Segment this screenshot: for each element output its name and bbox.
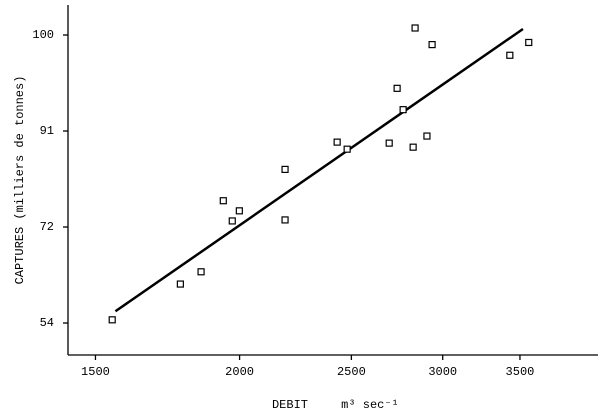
- y-tick-label: 54: [40, 316, 54, 330]
- y-tick-label: 91: [40, 124, 54, 138]
- point: [108, 316, 116, 324]
- x-tick-label: 2500: [337, 365, 366, 379]
- point: [281, 216, 289, 224]
- point: [219, 197, 227, 205]
- point: [235, 207, 243, 215]
- point: [423, 132, 431, 140]
- point: [399, 106, 407, 114]
- x-tick-label: 1500: [81, 365, 110, 379]
- point: [333, 138, 341, 146]
- point: [428, 40, 436, 49]
- point: [409, 143, 417, 151]
- x-axis-label: DEBIT: [272, 398, 308, 412]
- point: [411, 24, 419, 32]
- y-tick-label: 100: [32, 28, 54, 42]
- point: [393, 84, 401, 92]
- fit-line: [114, 27, 524, 313]
- x-tick-label: 3500: [506, 365, 535, 379]
- x-tick-label: 3000: [428, 365, 457, 379]
- point: [525, 38, 533, 47]
- y-axis-label: CAPTURES (milliers de tonnes): [13, 76, 27, 285]
- point: [176, 280, 184, 288]
- point: [385, 139, 393, 147]
- x-tick-label: 2000: [225, 365, 254, 379]
- x-axis-unit: m³ sec⁻¹: [341, 398, 399, 412]
- point: [281, 165, 289, 173]
- point: [343, 145, 351, 153]
- point: [506, 51, 514, 59]
- point: [197, 268, 205, 276]
- y-tick-label: 72: [40, 220, 54, 234]
- point: [228, 217, 236, 225]
